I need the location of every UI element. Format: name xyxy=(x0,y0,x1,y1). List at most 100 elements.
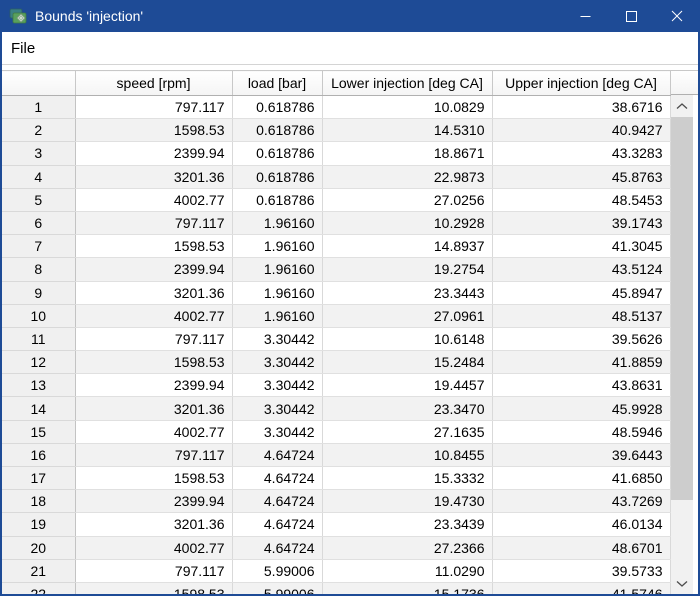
cell-load[interactable]: 0.618786 xyxy=(232,188,323,212)
row-number-cell[interactable]: 22 xyxy=(2,582,76,594)
cell-upper-injection[interactable]: 39.5733 xyxy=(492,559,671,583)
cell-load[interactable]: 5.99006 xyxy=(232,582,323,594)
row-number-cell[interactable]: 6 xyxy=(2,211,76,236)
maximize-button[interactable] xyxy=(608,0,654,32)
cell-speed[interactable]: 797.117 xyxy=(75,211,233,236)
cell-speed[interactable]: 797.117 xyxy=(75,95,233,120)
row-number-cell[interactable]: 11 xyxy=(2,327,76,352)
cell-upper-injection[interactable]: 43.8631 xyxy=(492,373,671,398)
cell-speed[interactable]: 3201.36 xyxy=(75,165,233,189)
cell-upper-injection[interactable]: 43.3283 xyxy=(492,141,671,166)
row-number-cell[interactable]: 18 xyxy=(2,489,76,514)
cell-load[interactable]: 3.30442 xyxy=(232,396,323,421)
cell-load[interactable]: 0.618786 xyxy=(232,118,323,143)
scroll-down-button[interactable] xyxy=(670,572,693,594)
cell-speed[interactable]: 1598.53 xyxy=(75,234,233,259)
cell-upper-injection[interactable]: 48.6701 xyxy=(492,536,671,560)
column-header-upper-injection[interactable]: Upper injection [deg CA] xyxy=(492,70,671,96)
cell-upper-injection[interactable]: 38.6716 xyxy=(492,95,671,120)
cell-load[interactable]: 3.30442 xyxy=(232,373,323,398)
cell-lower-injection[interactable]: 10.2928 xyxy=(322,211,493,236)
cell-upper-injection[interactable]: 48.5453 xyxy=(492,188,671,212)
cell-speed[interactable]: 2399.94 xyxy=(75,489,233,514)
cell-lower-injection[interactable]: 19.4730 xyxy=(322,489,493,514)
cell-speed[interactable]: 4002.77 xyxy=(75,420,233,444)
cell-upper-injection[interactable]: 40.9427 xyxy=(492,118,671,143)
scrollbar-thumb[interactable] xyxy=(670,117,693,500)
cell-load[interactable]: 3.30442 xyxy=(232,420,323,444)
cell-load[interactable]: 0.618786 xyxy=(232,165,323,189)
cell-load[interactable]: 1.96160 xyxy=(232,234,323,259)
row-number-cell[interactable]: 12 xyxy=(2,350,76,375)
cell-load[interactable]: 4.64724 xyxy=(232,443,323,468)
cell-load[interactable]: 0.618786 xyxy=(232,95,323,120)
row-number-cell[interactable]: 9 xyxy=(2,281,76,305)
cell-upper-injection[interactable]: 39.6443 xyxy=(492,443,671,468)
cell-lower-injection[interactable]: 27.1635 xyxy=(322,420,493,444)
cell-speed[interactable]: 4002.77 xyxy=(75,188,233,212)
cell-load[interactable]: 1.96160 xyxy=(232,304,323,328)
cell-speed[interactable]: 4002.77 xyxy=(75,304,233,328)
cell-lower-injection[interactable]: 23.3439 xyxy=(322,512,493,537)
row-number-cell[interactable]: 20 xyxy=(2,536,76,560)
cell-load[interactable]: 5.99006 xyxy=(232,559,323,583)
cell-lower-injection[interactable]: 19.4457 xyxy=(322,373,493,398)
cell-upper-injection[interactable]: 41.5746 xyxy=(492,582,671,594)
cell-load[interactable]: 0.618786 xyxy=(232,141,323,166)
scrollbar-track[interactable] xyxy=(670,117,693,572)
row-number-cell[interactable]: 3 xyxy=(2,141,76,166)
cell-load[interactable]: 1.96160 xyxy=(232,257,323,282)
cell-upper-injection[interactable]: 41.3045 xyxy=(492,234,671,259)
row-number-cell[interactable]: 16 xyxy=(2,443,76,468)
cell-upper-injection[interactable]: 41.8859 xyxy=(492,350,671,375)
cell-upper-injection[interactable]: 39.5626 xyxy=(492,327,671,352)
column-header-load[interactable]: load [bar] xyxy=(232,70,323,96)
row-number-cell[interactable]: 17 xyxy=(2,466,76,491)
cell-lower-injection[interactable]: 10.8455 xyxy=(322,443,493,468)
row-number-cell[interactable]: 2 xyxy=(2,118,76,143)
row-number-cell[interactable]: 4 xyxy=(2,165,76,189)
row-number-cell[interactable]: 21 xyxy=(2,559,76,583)
cell-speed[interactable]: 1598.53 xyxy=(75,118,233,143)
cell-lower-injection[interactable]: 18.8671 xyxy=(322,141,493,166)
cell-speed[interactable]: 1598.53 xyxy=(75,466,233,491)
row-number-cell[interactable]: 5 xyxy=(2,188,76,212)
row-number-cell[interactable]: 8 xyxy=(2,257,76,282)
vertical-scrollbar[interactable] xyxy=(670,95,693,594)
cell-upper-injection[interactable]: 43.5124 xyxy=(492,257,671,282)
cell-lower-injection[interactable]: 22.9873 xyxy=(322,165,493,189)
row-number-cell[interactable]: 1 xyxy=(2,95,76,120)
cell-speed[interactable]: 797.117 xyxy=(75,443,233,468)
cell-speed[interactable]: 797.117 xyxy=(75,559,233,583)
cell-speed[interactable]: 4002.77 xyxy=(75,536,233,560)
cell-lower-injection[interactable]: 14.5310 xyxy=(322,118,493,143)
cell-load[interactable]: 3.30442 xyxy=(232,350,323,375)
row-number-cell[interactable]: 13 xyxy=(2,373,76,398)
menu-item-file[interactable]: File xyxy=(11,39,36,57)
cell-lower-injection[interactable]: 15.3332 xyxy=(322,466,493,491)
cell-load[interactable]: 4.64724 xyxy=(232,489,323,514)
cell-load[interactable]: 1.96160 xyxy=(232,281,323,305)
cell-upper-injection[interactable]: 39.1743 xyxy=(492,211,671,236)
cell-lower-injection[interactable]: 15.1736 xyxy=(322,582,493,594)
cell-upper-injection[interactable]: 45.8763 xyxy=(492,165,671,189)
cell-upper-injection[interactable]: 41.6850 xyxy=(492,466,671,491)
cell-speed[interactable]: 1598.53 xyxy=(75,582,233,594)
app-icon[interactable] xyxy=(9,7,27,25)
cell-lower-injection[interactable]: 15.2484 xyxy=(322,350,493,375)
row-number-cell[interactable]: 15 xyxy=(2,420,76,444)
cell-lower-injection[interactable]: 23.3443 xyxy=(322,281,493,305)
cell-speed[interactable]: 2399.94 xyxy=(75,373,233,398)
cell-lower-injection[interactable]: 10.0829 xyxy=(322,95,493,120)
cell-speed[interactable]: 2399.94 xyxy=(75,141,233,166)
column-header-lower-injection[interactable]: Lower injection [deg CA] xyxy=(322,70,493,96)
row-number-cell[interactable]: 19 xyxy=(2,512,76,537)
cell-load[interactable]: 4.64724 xyxy=(232,466,323,491)
minimize-button[interactable] xyxy=(562,0,608,32)
cell-upper-injection[interactable]: 43.7269 xyxy=(492,489,671,514)
cell-upper-injection[interactable]: 48.5946 xyxy=(492,420,671,444)
row-number-cell[interactable]: 14 xyxy=(2,396,76,421)
row-number-cell[interactable]: 7 xyxy=(2,234,76,259)
cell-lower-injection[interactable]: 27.0961 xyxy=(322,304,493,328)
cell-load[interactable]: 4.64724 xyxy=(232,536,323,560)
